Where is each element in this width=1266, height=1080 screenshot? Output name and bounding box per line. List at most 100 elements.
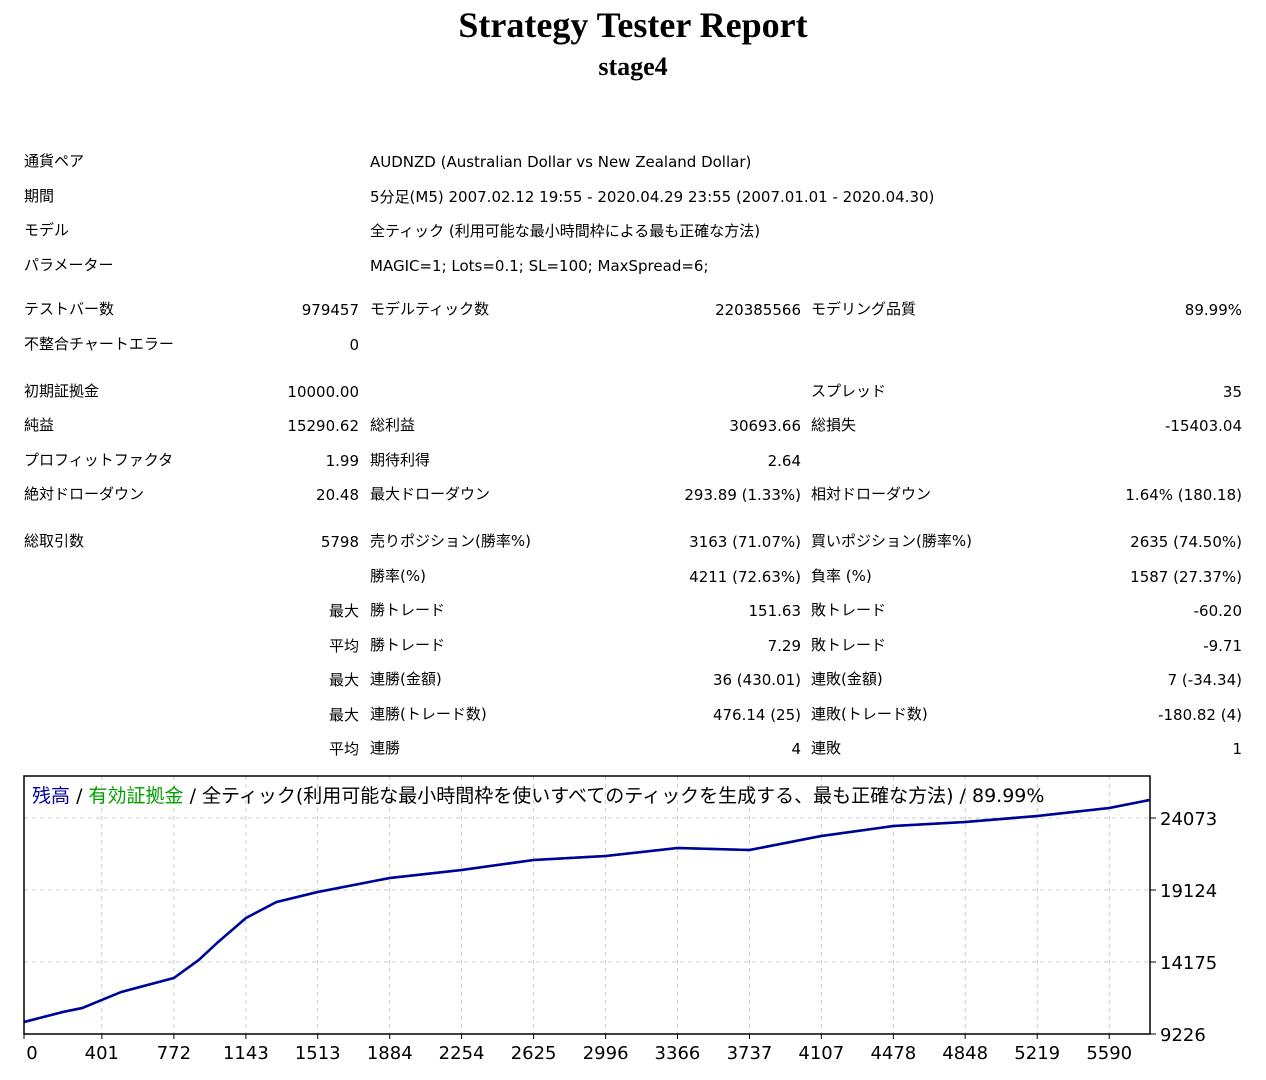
stat-label: 純益 bbox=[24, 416, 55, 435]
legend-balance: 残高 bbox=[32, 785, 70, 807]
stat-value: -60.20 bbox=[1193, 602, 1242, 621]
stat-label: 連敗(金額) bbox=[811, 670, 883, 689]
stat-value: 最大 bbox=[328, 671, 359, 690]
stat-label: 負率 (%) bbox=[811, 566, 872, 585]
stat-value: 平均 bbox=[328, 636, 359, 655]
stat-label: 総利益 bbox=[370, 416, 416, 435]
legend-equity: 有効証拠金 bbox=[89, 785, 184, 807]
stat-value: 151.63 bbox=[748, 602, 802, 621]
x-tick-label: 5590 bbox=[1086, 1043, 1132, 1064]
stat-label: 相対ドローダウン bbox=[811, 485, 932, 504]
stat-value: 0 bbox=[349, 335, 359, 354]
x-tick-label: 3366 bbox=[655, 1043, 701, 1064]
stat-value: 最大 bbox=[328, 705, 359, 724]
stat-label: 敗トレード bbox=[811, 601, 887, 620]
stat-label: 総取引数 bbox=[24, 532, 85, 551]
stat-label: プロフィットファクタ bbox=[24, 450, 174, 469]
legend: 残高 / 有効証拠金 / 全ティック(利用可能な最小時間枠を使いすべてのティック… bbox=[32, 785, 1044, 807]
stat-value: 2.64 bbox=[767, 451, 801, 470]
info-label: モデル bbox=[24, 221, 70, 240]
stat-label: 不整合チャートエラー bbox=[24, 334, 174, 353]
stat-label: 最大ドローダウン bbox=[370, 485, 491, 504]
x-tick-label: 1884 bbox=[367, 1043, 413, 1064]
y-tick-label: 9226 bbox=[1160, 1025, 1206, 1046]
legend-separator: / bbox=[190, 785, 197, 807]
stat-label: 連勝(トレード数) bbox=[370, 704, 487, 723]
plot-border bbox=[23, 775, 1151, 1035]
title: Strategy Tester Report bbox=[458, 5, 808, 45]
legend-note: 全ティック(利用可能な最小時間枠を使いすべてのティックを生成する、最も正確な方法… bbox=[202, 785, 953, 807]
stat-label: 連勝 bbox=[370, 739, 401, 758]
x-tick-label: 2996 bbox=[583, 1043, 629, 1064]
stat-value: -9.71 bbox=[1203, 636, 1242, 655]
stat-value: 1.64% (180.18) bbox=[1125, 486, 1242, 505]
stat-label: テストバー数 bbox=[24, 300, 115, 319]
stat-label: 連敗(トレード数) bbox=[811, 704, 928, 723]
stat-label: スプレッド bbox=[811, 381, 887, 400]
stat-value: 1587 (27.37%) bbox=[1130, 567, 1242, 586]
info-value: 5分足(M5) 2007.02.12 19:55 - 2020.04.29 23… bbox=[370, 187, 935, 206]
legend-separator: / bbox=[76, 785, 83, 807]
stat-value: 220385566 bbox=[715, 301, 801, 320]
stat-value: 10000.00 bbox=[287, 382, 359, 401]
stat-value: 7.29 bbox=[767, 636, 801, 655]
x-tick-label: 772 bbox=[157, 1043, 191, 1064]
stat-label: 勝トレード bbox=[370, 635, 446, 654]
x-tick-label: 4848 bbox=[942, 1043, 988, 1064]
stat-value: 1 bbox=[1232, 740, 1242, 759]
stat-label: 敗トレード bbox=[811, 635, 887, 654]
stat-label: 連敗 bbox=[811, 739, 842, 758]
stat-value: 7 (-34.34) bbox=[1167, 671, 1242, 690]
stat-value: 4211 (72.63%) bbox=[689, 567, 801, 586]
stat-value: 2635 (74.50%) bbox=[1130, 533, 1242, 552]
stat-value: 35 bbox=[1222, 382, 1242, 401]
stat-value: 89.99% bbox=[1184, 301, 1242, 320]
info-label: 期間 bbox=[24, 186, 55, 205]
x-tick-label: 2625 bbox=[511, 1043, 557, 1064]
stat-value: 20.48 bbox=[316, 486, 359, 505]
legend-quality: 89.99% bbox=[972, 785, 1044, 807]
subtitle: stage4 bbox=[598, 52, 668, 81]
stat-value: 平均 bbox=[328, 740, 359, 759]
stat-value: 5798 bbox=[320, 533, 359, 552]
x-tick-label: 5219 bbox=[1014, 1043, 1060, 1064]
y-tick-label: 24073 bbox=[1160, 809, 1217, 830]
stat-label: 勝トレード bbox=[370, 601, 446, 620]
stat-label: 連勝(金額) bbox=[370, 670, 442, 689]
stat-label: モデルティック数 bbox=[370, 300, 490, 319]
stat-value: 3163 (71.07%) bbox=[689, 533, 801, 552]
stat-value: 4 bbox=[791, 740, 801, 759]
stat-value: -180.82 (4) bbox=[1158, 705, 1242, 724]
x-tick-label: 0 bbox=[26, 1043, 37, 1064]
stat-value: -15403.04 bbox=[1165, 417, 1242, 436]
y-tick-label: 14175 bbox=[1160, 953, 1217, 974]
stat-value: 979457 bbox=[301, 301, 359, 320]
legend-separator: / bbox=[960, 785, 967, 807]
stat-value: 293.89 (1.33%) bbox=[684, 486, 801, 505]
x-tick-label: 1513 bbox=[295, 1043, 341, 1064]
y-tick-label: 19124 bbox=[1160, 881, 1217, 902]
series-line bbox=[23, 798, 1150, 1024]
stat-label: 絶対ドローダウン bbox=[24, 485, 145, 504]
x-tick-label: 4107 bbox=[798, 1043, 844, 1064]
x-tick-label: 401 bbox=[85, 1043, 119, 1064]
stat-value: 15290.62 bbox=[287, 417, 359, 436]
info-value: MAGIC=1; Lots=0.1; SL=100; MaxSpread=6; bbox=[370, 256, 709, 275]
stat-value: 36 (430.01) bbox=[712, 671, 801, 690]
stat-label: 買いポジション(勝率%) bbox=[811, 532, 972, 551]
stat-value: 30693.66 bbox=[729, 417, 801, 436]
plot-area bbox=[24, 776, 1150, 1034]
x-tick-label: 2254 bbox=[439, 1043, 485, 1064]
x-tick-label: 3737 bbox=[727, 1043, 773, 1064]
info-value: 全ティック (利用可能な最小時間枠による最も正確な方法) bbox=[370, 222, 761, 241]
stat-label: 総損失 bbox=[811, 416, 857, 435]
stat-label: 売りポジション(勝率%) bbox=[370, 532, 531, 551]
stat-label: モデリング品質 bbox=[811, 300, 917, 319]
info-value: AUDNZD (Australian Dollar vs New Zealand… bbox=[370, 153, 752, 171]
stat-label: 勝率(%) bbox=[370, 566, 426, 585]
stat-value: 476.14 (25) bbox=[712, 705, 801, 724]
stat-value: 最大 bbox=[328, 602, 359, 621]
stat-label: 初期証拠金 bbox=[24, 381, 100, 400]
info-label: 通貨ペア bbox=[24, 152, 85, 170]
